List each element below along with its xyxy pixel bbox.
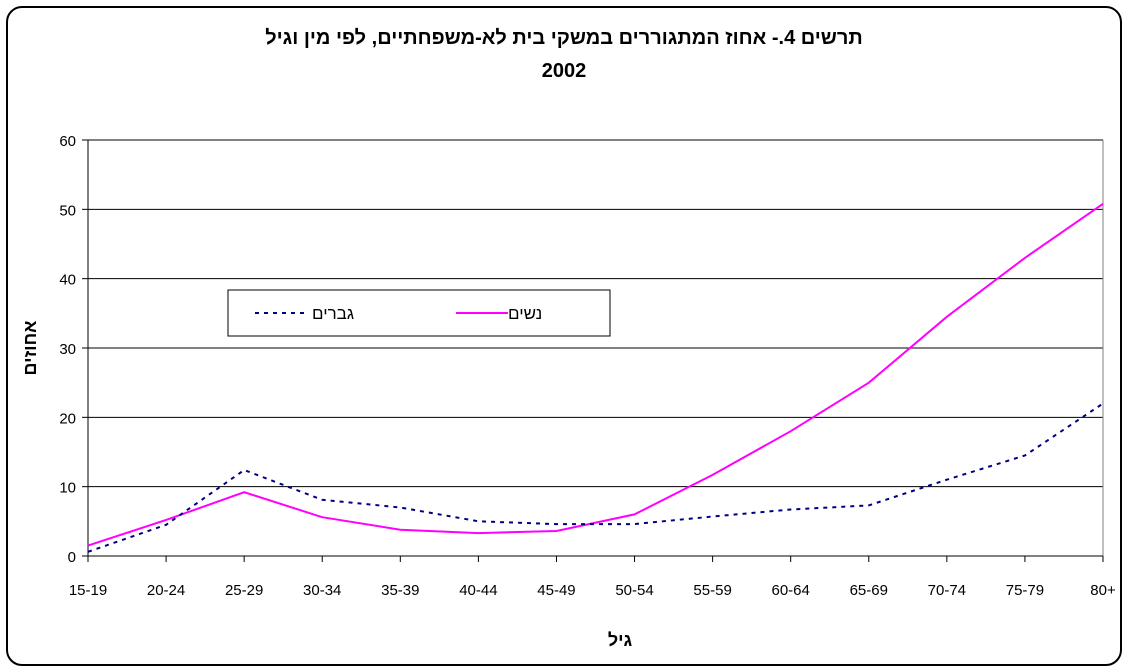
x-tick-label: 45-49 (537, 582, 575, 599)
x-tick-label: 15-19 (69, 582, 107, 599)
y-tick-label: 50 (59, 202, 76, 219)
y-tick-label: 20 (59, 410, 76, 427)
x-tick-label: 70-74 (928, 582, 966, 599)
series-line (87, 202, 1104, 547)
series-line (87, 402, 1104, 553)
y-axis-title: אחוזים (20, 321, 40, 376)
y-tick-label: 0 (68, 549, 76, 566)
x-tick-label: 60-64 (772, 582, 810, 599)
x-axis-title: גיל (608, 630, 633, 650)
y-tick-label: 60 (59, 133, 76, 150)
y-tick-label: 10 (59, 480, 76, 497)
x-tick-label: 55-59 (693, 582, 731, 599)
y-tick-label: 30 (59, 341, 76, 358)
x-tick-label: 50-54 (615, 582, 653, 599)
x-tick-label: 65-69 (850, 582, 888, 599)
x-tick-label: 20-24 (147, 582, 185, 599)
x-tick-label: 25-29 (225, 582, 263, 599)
y-tick-label: 40 (59, 272, 76, 289)
chart-title: תרשים 4.- אחוז המתגוררים במשקי בית לא-מש… (265, 27, 863, 49)
chart-subtitle: 2002 (541, 60, 587, 82)
x-tick-label: 40-44 (459, 582, 497, 599)
x-tick-label: 30-34 (303, 582, 341, 599)
x-tick-label: 80+ (1090, 582, 1116, 599)
legend-label: נשים (508, 304, 542, 323)
x-tick-label: 35-39 (381, 582, 419, 599)
x-tick-label: 75-79 (1006, 582, 1044, 599)
legend-label: גברים (312, 304, 354, 323)
